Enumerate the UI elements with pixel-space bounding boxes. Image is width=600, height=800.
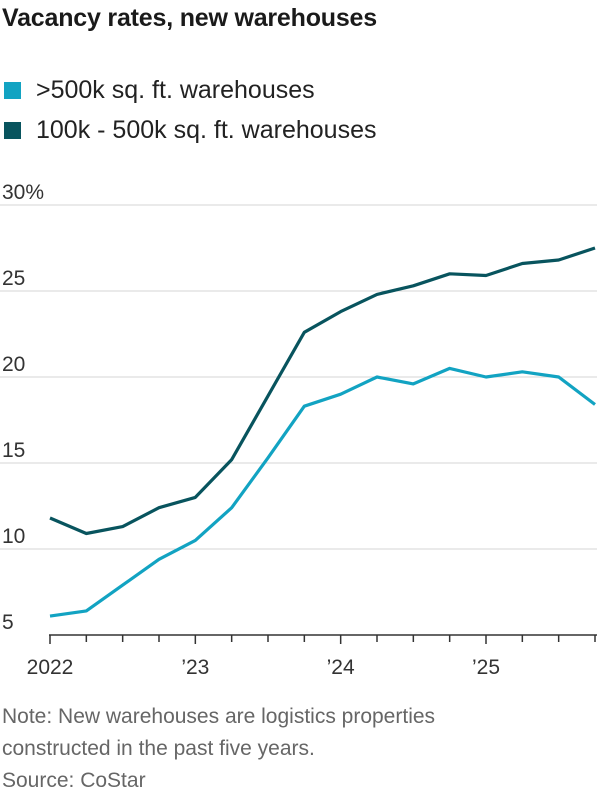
y-tick-label-5: 5 xyxy=(2,611,14,634)
x-tick-label-2025: ’25 xyxy=(472,656,500,679)
source-line: Source: CoStar xyxy=(2,769,146,792)
legend-swatch-large xyxy=(4,81,21,99)
y-tick-label-15: 15 xyxy=(2,439,25,462)
series-line-medium-warehouses xyxy=(49,246,596,536)
legend-swatch-medium xyxy=(4,121,21,139)
series-line-large-warehouses xyxy=(49,366,596,618)
y-tick-label-25: 25 xyxy=(2,267,25,290)
y-tick-label-30: 30% xyxy=(2,181,44,204)
legend-item-medium: 100k - 500k sq. ft. warehouses xyxy=(4,110,376,150)
legend-label-medium: 100k - 500k sq. ft. warehouses xyxy=(36,115,377,144)
chart-title: Vacancy rates, new warehouses xyxy=(2,4,377,32)
x-tick-label-2023: ’23 xyxy=(181,656,209,679)
note-line-2: constructed in the past five years. xyxy=(2,737,315,760)
note-line-1: Note: New warehouses are logistics prope… xyxy=(2,705,436,728)
x-tick-label-2022: 2022 xyxy=(27,656,74,679)
x-tick-label-2024: ’24 xyxy=(327,656,355,679)
y-tick-label-20: 20 xyxy=(2,353,25,376)
y-tick-label-10: 10 xyxy=(2,525,25,548)
legend-label-large: >500k sq. ft. warehouses xyxy=(36,75,315,104)
legend-item-large: >500k sq. ft. warehouses xyxy=(4,70,376,110)
legend: >500k sq. ft. warehouses 100k - 500k sq.… xyxy=(4,70,376,150)
footer: Note: New warehouses are logistics prope… xyxy=(2,701,435,797)
